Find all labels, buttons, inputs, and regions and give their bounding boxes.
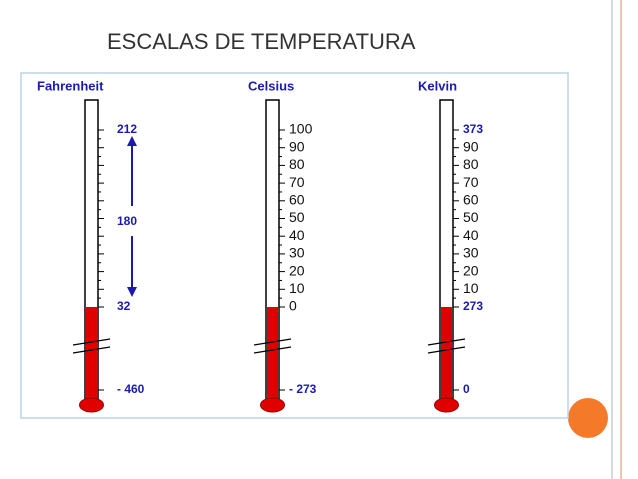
break-mark <box>253 338 292 346</box>
scale-label: 10 <box>463 280 479 296</box>
scale-label: 20 <box>463 262 479 278</box>
scale-label: 70 <box>463 174 479 190</box>
mercury <box>86 307 97 403</box>
scale-label: 30 <box>463 245 479 261</box>
scale-label: 20 <box>289 262 305 278</box>
scale-label: 80 <box>463 156 479 172</box>
scale-label: 10 <box>289 280 305 296</box>
scale-label: - 273 <box>289 382 317 396</box>
scale-label: 32 <box>117 299 131 313</box>
scale-label: 60 <box>463 192 479 208</box>
scale-label: 30 <box>289 245 305 261</box>
break-mark <box>72 338 111 346</box>
scale-label: 50 <box>289 209 305 225</box>
bulb <box>79 397 104 413</box>
bulb <box>434 397 459 413</box>
scale-label: 100 <box>289 121 313 137</box>
scale-label: - 460 <box>117 382 145 396</box>
scale-label: 273 <box>463 299 483 313</box>
scale-label: 90 <box>289 138 305 154</box>
scale-name: Fahrenheit <box>37 78 104 93</box>
scale-label: 60 <box>289 192 305 208</box>
mercury <box>267 307 278 403</box>
break-mark <box>427 346 466 354</box>
arrow-head <box>127 136 137 146</box>
decor-circle <box>568 398 608 438</box>
scale-label: 90 <box>463 138 479 154</box>
scale-label: 40 <box>463 227 479 243</box>
scale-label: 70 <box>289 174 305 190</box>
image-frame <box>20 72 569 419</box>
scale-label: 0 <box>463 382 470 396</box>
mercury <box>441 307 452 403</box>
arrow-head <box>127 287 137 297</box>
scale-label: 80 <box>289 156 305 172</box>
break-mark <box>253 346 292 354</box>
scale-label: 50 <box>463 209 479 225</box>
scale-label: 0 <box>289 298 297 314</box>
bulb <box>260 397 285 413</box>
scale-name: Kelvin <box>418 78 457 93</box>
scale-label: 212 <box>117 122 137 136</box>
break-mark <box>427 338 466 346</box>
scale-label: 40 <box>289 227 305 243</box>
scale-label: 180 <box>117 214 137 228</box>
break-mark <box>72 346 111 354</box>
scale-label: 373 <box>463 122 483 136</box>
slide-title: ESCALAS DE TEMPERATURA <box>107 29 416 54</box>
scale-name: Celsius <box>248 78 294 93</box>
